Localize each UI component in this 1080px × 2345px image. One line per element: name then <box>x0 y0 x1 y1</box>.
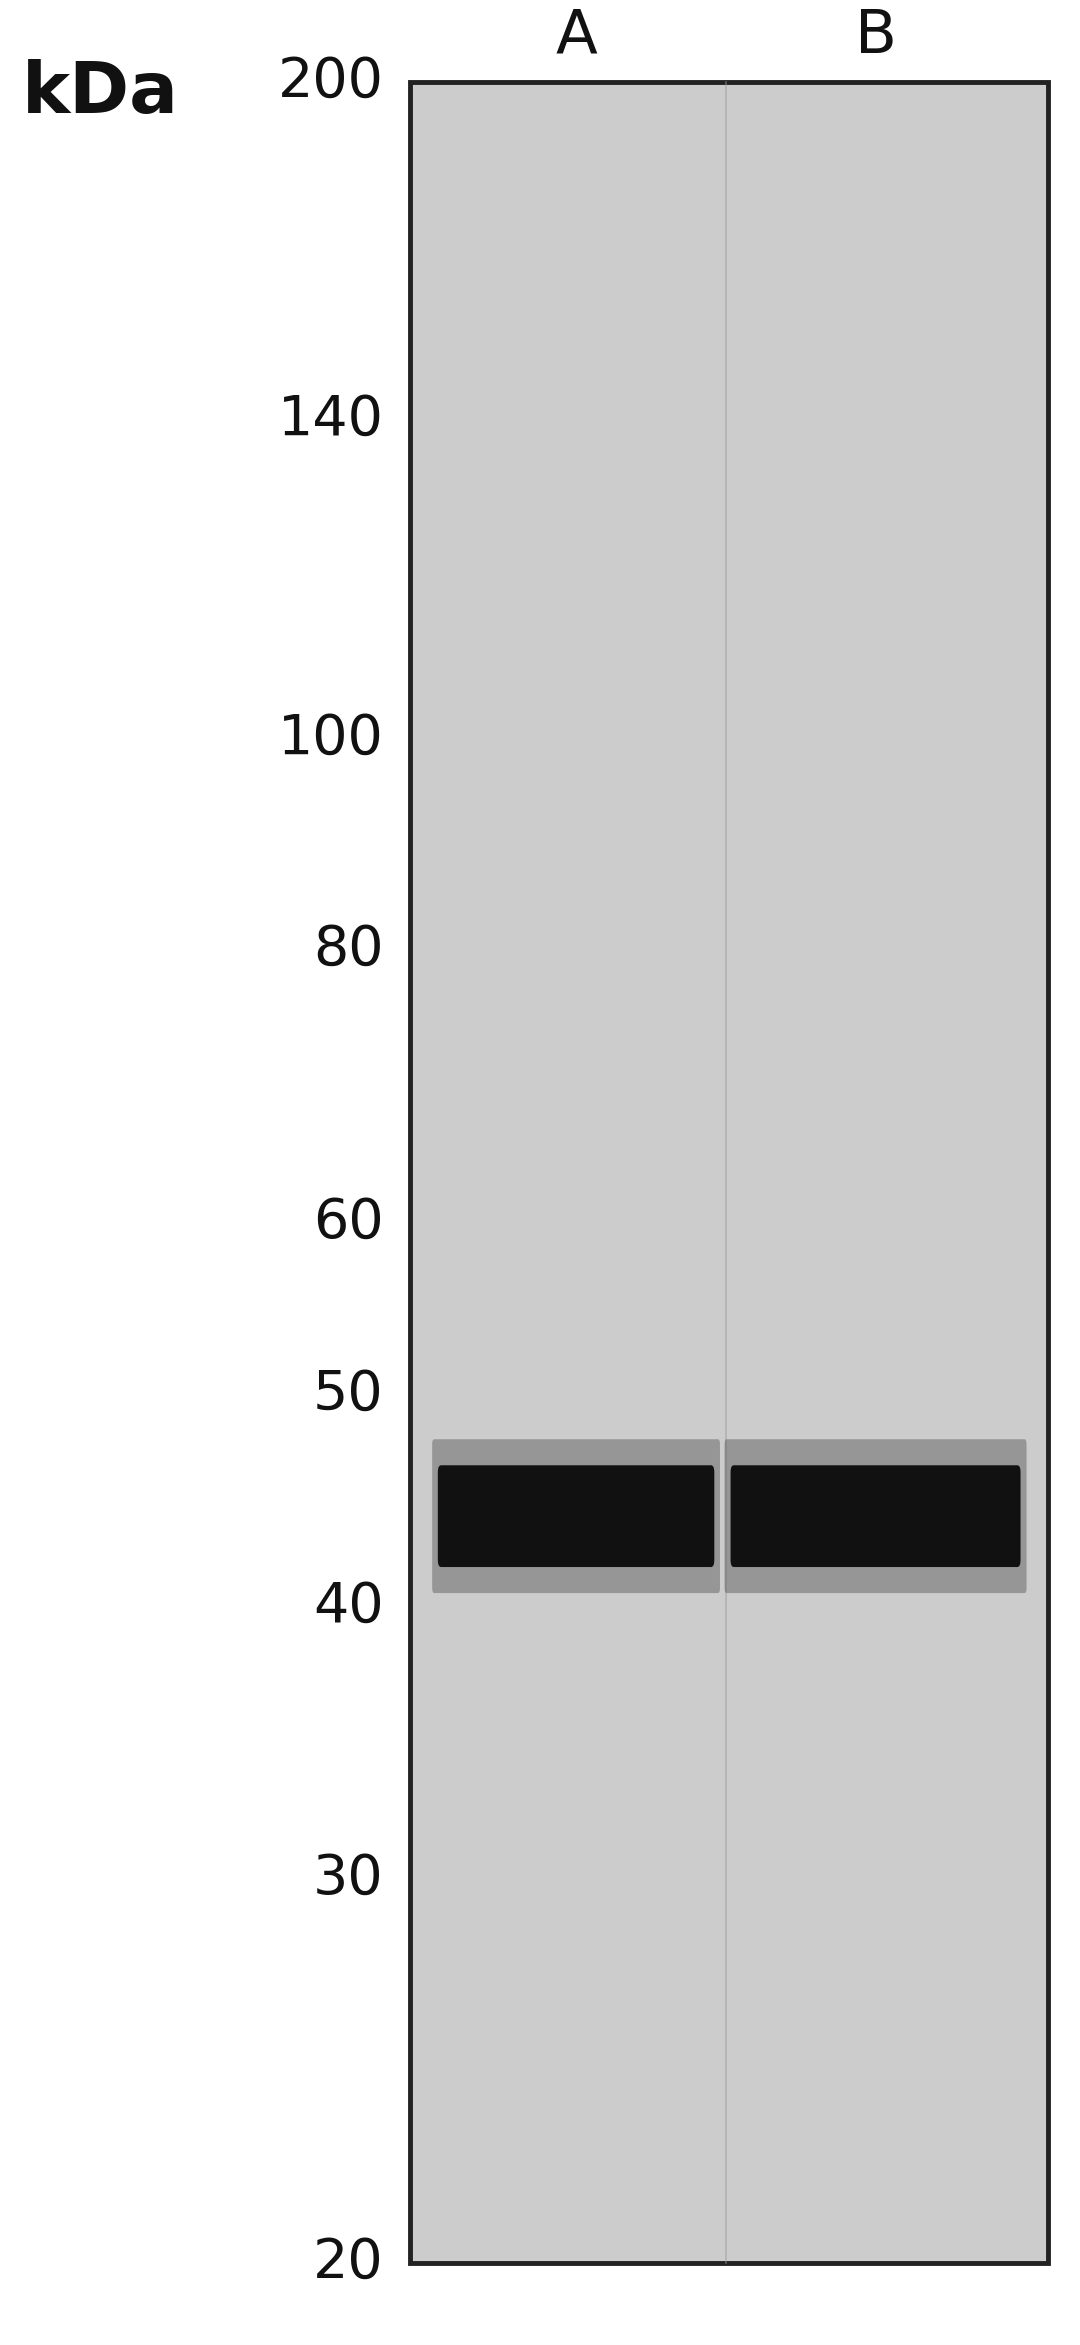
FancyBboxPatch shape <box>437 1466 714 1566</box>
Text: kDa: kDa <box>22 59 178 127</box>
Text: 200: 200 <box>278 54 383 110</box>
Text: 20: 20 <box>313 2235 383 2291</box>
Text: B: B <box>854 7 896 66</box>
Bar <box>410 82 1048 2263</box>
Text: 30: 30 <box>313 1853 383 1906</box>
Text: 40: 40 <box>313 1581 383 1634</box>
Text: 60: 60 <box>313 1196 383 1250</box>
FancyBboxPatch shape <box>725 1440 1027 1592</box>
Text: 80: 80 <box>313 924 383 978</box>
Text: A: A <box>555 7 597 66</box>
Text: 140: 140 <box>278 394 383 448</box>
FancyBboxPatch shape <box>432 1440 720 1592</box>
Text: 50: 50 <box>313 1367 383 1421</box>
FancyBboxPatch shape <box>730 1466 1021 1566</box>
Text: 100: 100 <box>278 711 383 764</box>
